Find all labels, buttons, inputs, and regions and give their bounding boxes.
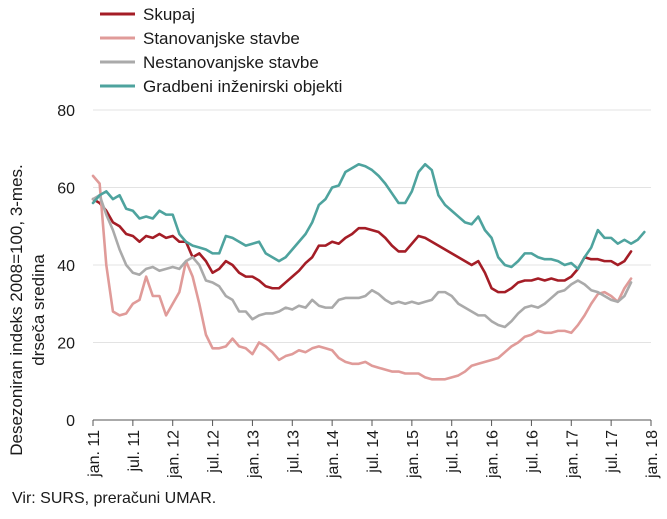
x-tick-label: jul. 11 [126, 430, 143, 473]
source-note: Vir: SURS, preračuni UMAR. [12, 490, 217, 507]
series-lines [91, 162, 646, 381]
y-tick-label: 20 [57, 336, 75, 353]
x-tick-label: jan. 16 [485, 430, 502, 479]
x-tick-label: jul. 12 [206, 430, 223, 474]
y-tick-label: 60 [57, 181, 75, 198]
y-axis-title-line: Desezoniran indeks 2008=100, 3-mes. [7, 164, 26, 456]
x-tick-label: jan. 11 [86, 430, 103, 478]
legend-label: Skupaj [143, 5, 195, 24]
y-axis-title-line: drseča sredina [29, 254, 48, 366]
y-axis-title: Desezoniran indeks 2008=100, 3-mes. drseč… [7, 164, 48, 456]
y-tick-label: 40 [57, 258, 75, 275]
series-line [91, 193, 633, 329]
x-tick-label: jul. 14 [365, 430, 382, 474]
x-tick-label: jan. 17 [564, 430, 581, 479]
legend-label: Stanovanjske stavbe [143, 29, 300, 48]
legend-label: Gradbeni inženirski objekti [143, 77, 342, 96]
x-tick-label: jul. 17 [604, 430, 621, 474]
y-tick-label: 0 [66, 413, 75, 430]
x-tick-label: jan. 14 [325, 430, 342, 479]
y-tick-label: 80 [57, 103, 75, 120]
series-line [91, 174, 633, 381]
legend-label: Nestanovanjske stavbe [143, 53, 319, 72]
x-tick-label: jul. 13 [285, 430, 302, 474]
legend: Skupaj Stanovanjske stavbe Nestanovanjske … [100, 5, 342, 96]
axes [92, 419, 652, 426]
x-tick-label: jul. 15 [445, 430, 462, 474]
y-tick-labels: 0 20 40 60 80 [57, 103, 75, 430]
x-tick-label: jan. 13 [245, 430, 262, 479]
series-line [91, 162, 646, 271]
series-line [91, 197, 633, 294]
x-tick-label: jul. 16 [524, 430, 541, 474]
x-tick-labels: jan. 11 jul. 11 jan. 12 jul. 12 jan. 13 jul. … [86, 430, 661, 479]
x-tick-label: jan. 18 [644, 430, 661, 479]
x-tick-label: jan. 12 [166, 430, 183, 479]
x-tick-label: jan. 15 [405, 430, 422, 479]
